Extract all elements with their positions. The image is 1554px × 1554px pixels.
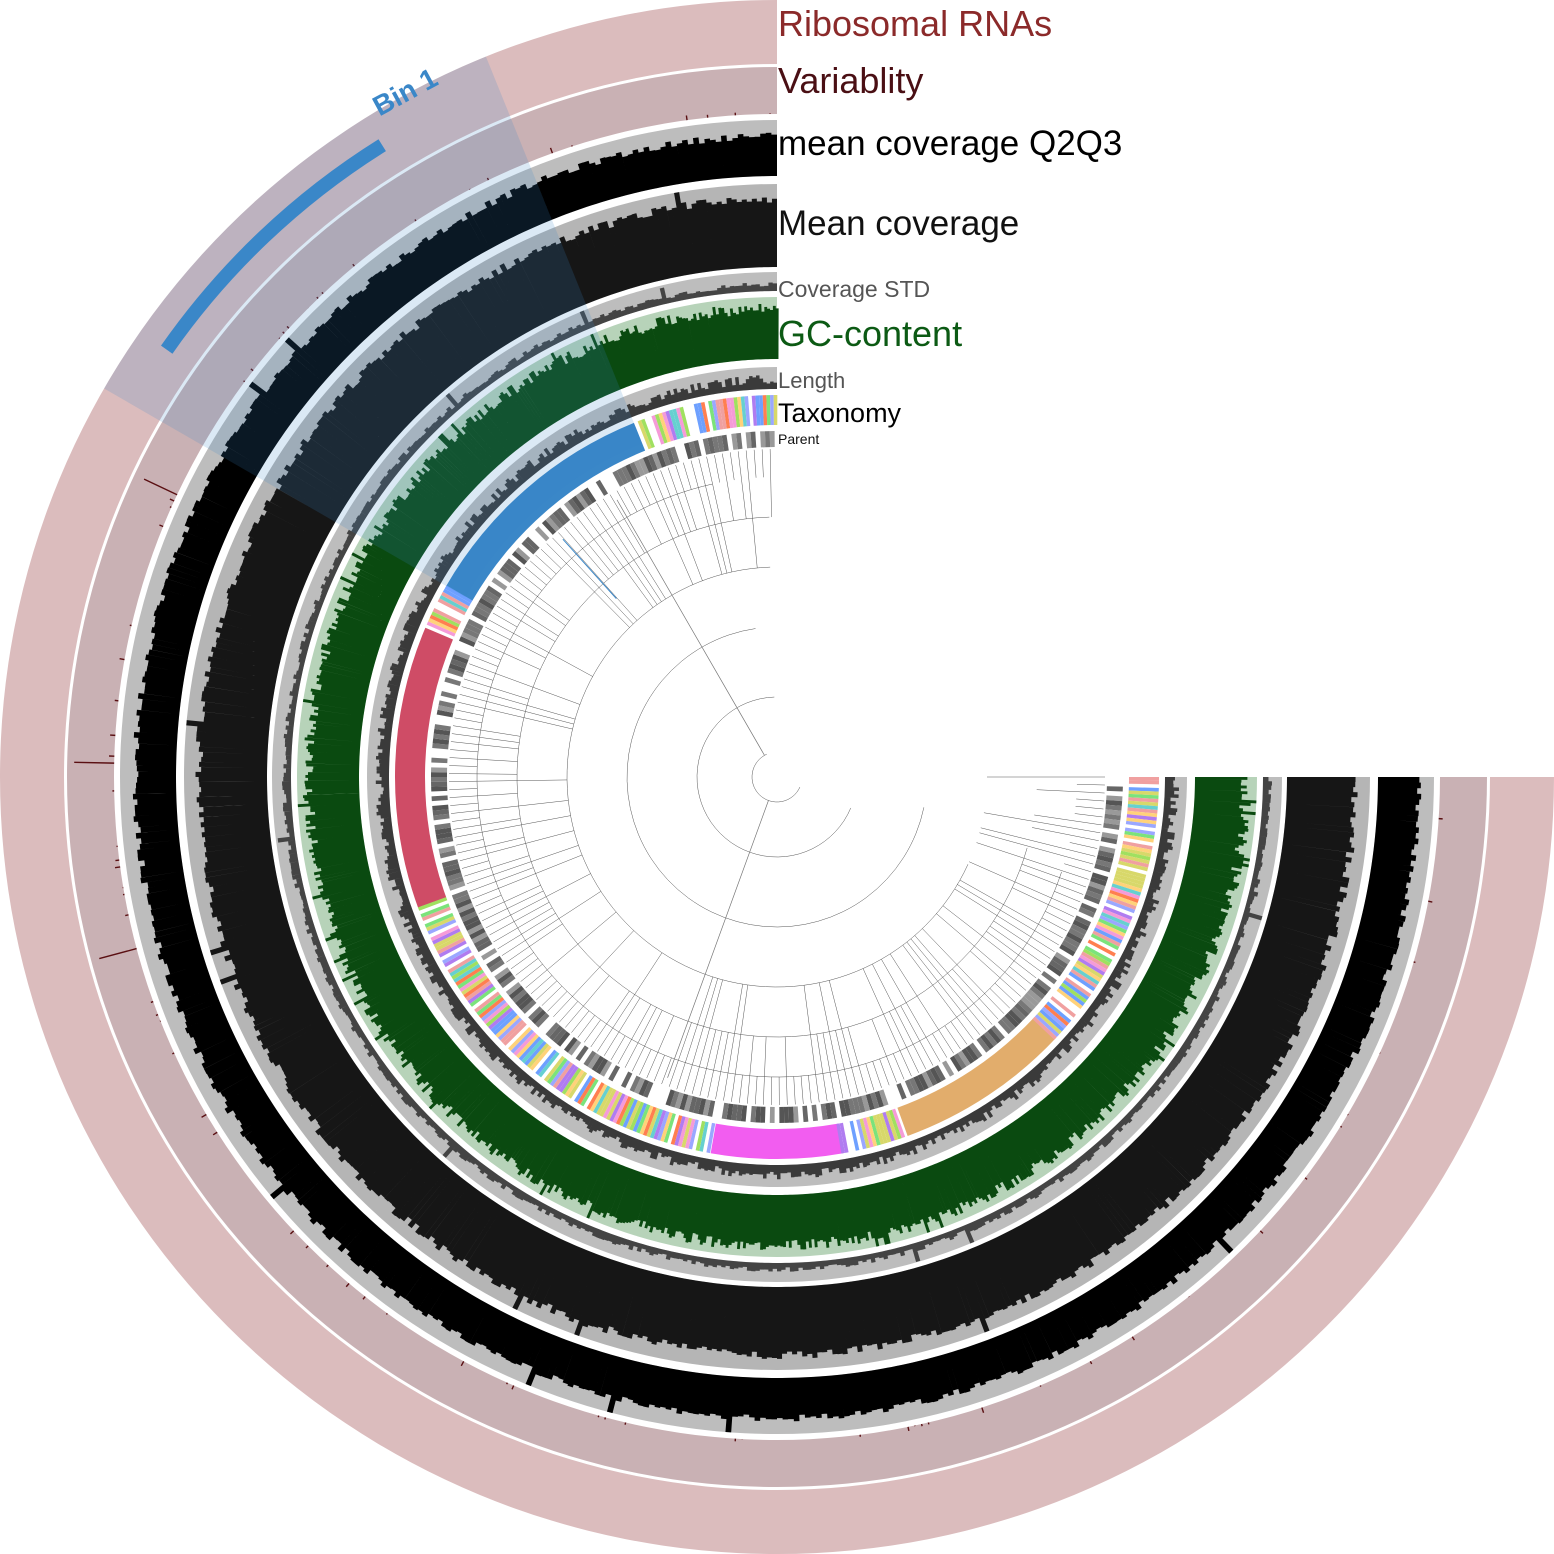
- layer-label-mean-coverage-q2q3: mean coverage Q2Q3: [778, 124, 1123, 163]
- bars-variability: [74, 112, 1443, 1442]
- bars-parent: [431, 431, 1123, 1123]
- layer-label-gc-content: GC-content: [778, 313, 963, 354]
- layer-label-ribosomal-rnas: Ribosomal RNAs: [778, 3, 1053, 44]
- layer-label-coverage-std: Coverage STD: [778, 276, 931, 302]
- layer-label-mean-coverage: Mean coverage: [778, 204, 1020, 243]
- layer-label-taxonomy: Taxonomy: [778, 398, 902, 428]
- bin-1-highlight: [104, 56, 643, 598]
- layer-label-length: Length: [778, 368, 846, 393]
- layer-label-variability: Variablity: [778, 60, 924, 101]
- bars-taxonomy: [395, 395, 1159, 1159]
- dendrogram: [449, 449, 1105, 1105]
- layer-label-parent: Parent: [778, 431, 820, 447]
- bin-1-arc[interactable]: [160, 139, 386, 354]
